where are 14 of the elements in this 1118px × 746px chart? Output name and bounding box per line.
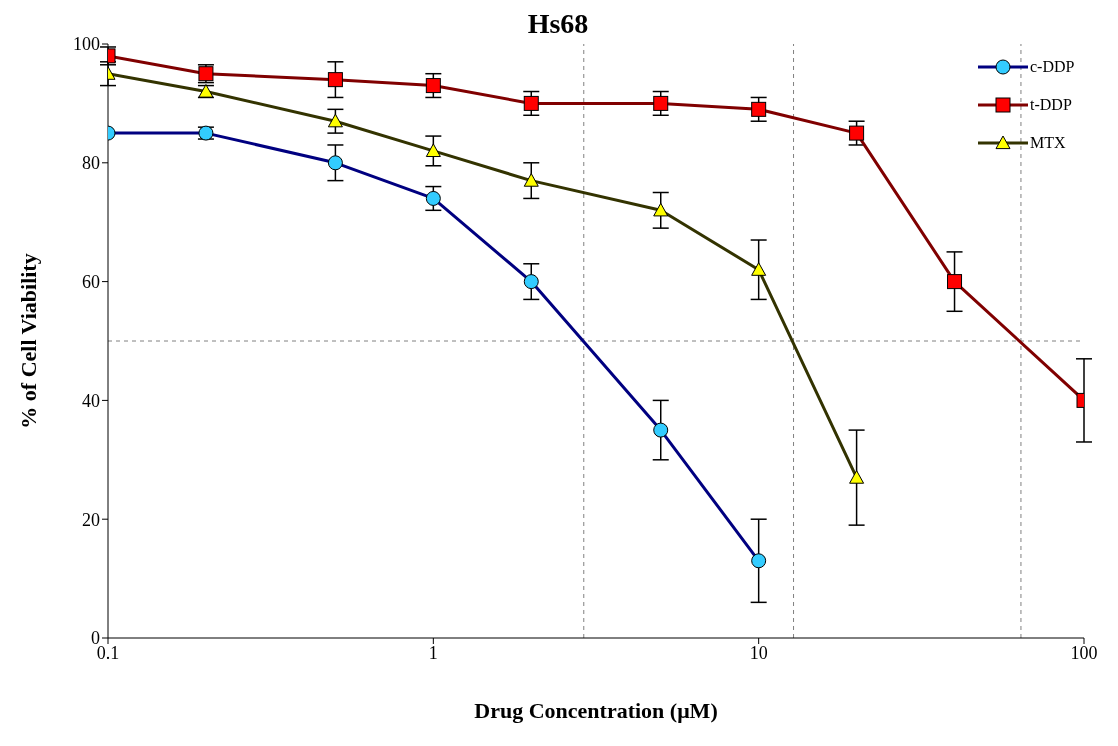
y-tick-label: 40 bbox=[82, 390, 100, 411]
legend-label: MTX bbox=[1030, 134, 1066, 152]
x-tick-label: 100 bbox=[1070, 642, 1098, 663]
y-tick-label: 80 bbox=[82, 153, 100, 174]
y-tick-label: 20 bbox=[82, 509, 100, 530]
y-axis-title: % of Cell Viability bbox=[15, 253, 41, 429]
chart-title: Hs68 bbox=[527, 8, 589, 39]
legend-label: c-DDP bbox=[1030, 58, 1075, 76]
legend-label: t-DDP bbox=[1030, 96, 1072, 114]
x-axis-title: Drug Concentration (μM) bbox=[474, 698, 718, 723]
x-tick-label: 10 bbox=[749, 642, 768, 663]
x-tick-label: 1 bbox=[428, 642, 438, 663]
y-tick-label: 100 bbox=[73, 34, 100, 55]
y-tick-label: 60 bbox=[82, 271, 100, 292]
